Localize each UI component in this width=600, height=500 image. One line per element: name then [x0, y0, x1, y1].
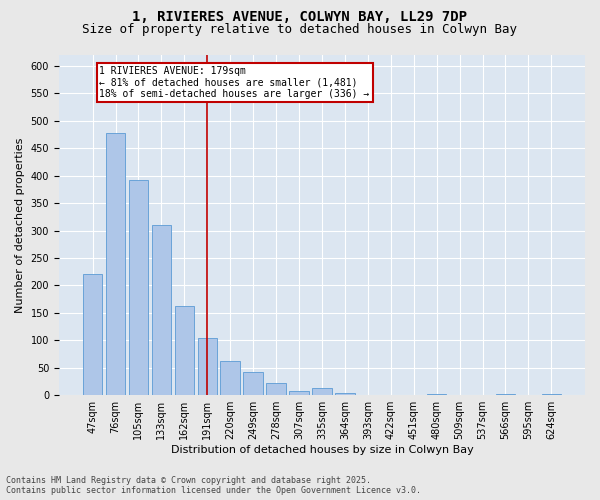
Y-axis label: Number of detached properties: Number of detached properties	[15, 138, 25, 313]
Bar	[197, 338, 217, 395]
Bar	[289, 391, 309, 395]
Bar	[266, 382, 286, 395]
Bar	[128, 180, 148, 395]
Text: 1 RIVIERES AVENUE: 179sqm
← 81% of detached houses are smaller (1,481)
18% of se: 1 RIVIERES AVENUE: 179sqm ← 81% of detac…	[100, 66, 370, 99]
Text: 1, RIVIERES AVENUE, COLWYN BAY, LL29 7DP: 1, RIVIERES AVENUE, COLWYN BAY, LL29 7DP	[133, 10, 467, 24]
Bar	[220, 361, 240, 395]
Bar	[152, 225, 171, 395]
Bar	[496, 394, 515, 395]
Bar	[244, 372, 263, 395]
Bar	[312, 388, 332, 395]
Bar	[106, 133, 125, 395]
Bar	[542, 394, 561, 395]
Bar	[83, 274, 103, 395]
X-axis label: Distribution of detached houses by size in Colwyn Bay: Distribution of detached houses by size …	[170, 445, 473, 455]
Bar	[335, 393, 355, 395]
Text: Size of property relative to detached houses in Colwyn Bay: Size of property relative to detached ho…	[83, 22, 517, 36]
Text: Contains HM Land Registry data © Crown copyright and database right 2025.
Contai: Contains HM Land Registry data © Crown c…	[6, 476, 421, 495]
Bar	[427, 394, 446, 395]
Bar	[175, 306, 194, 395]
